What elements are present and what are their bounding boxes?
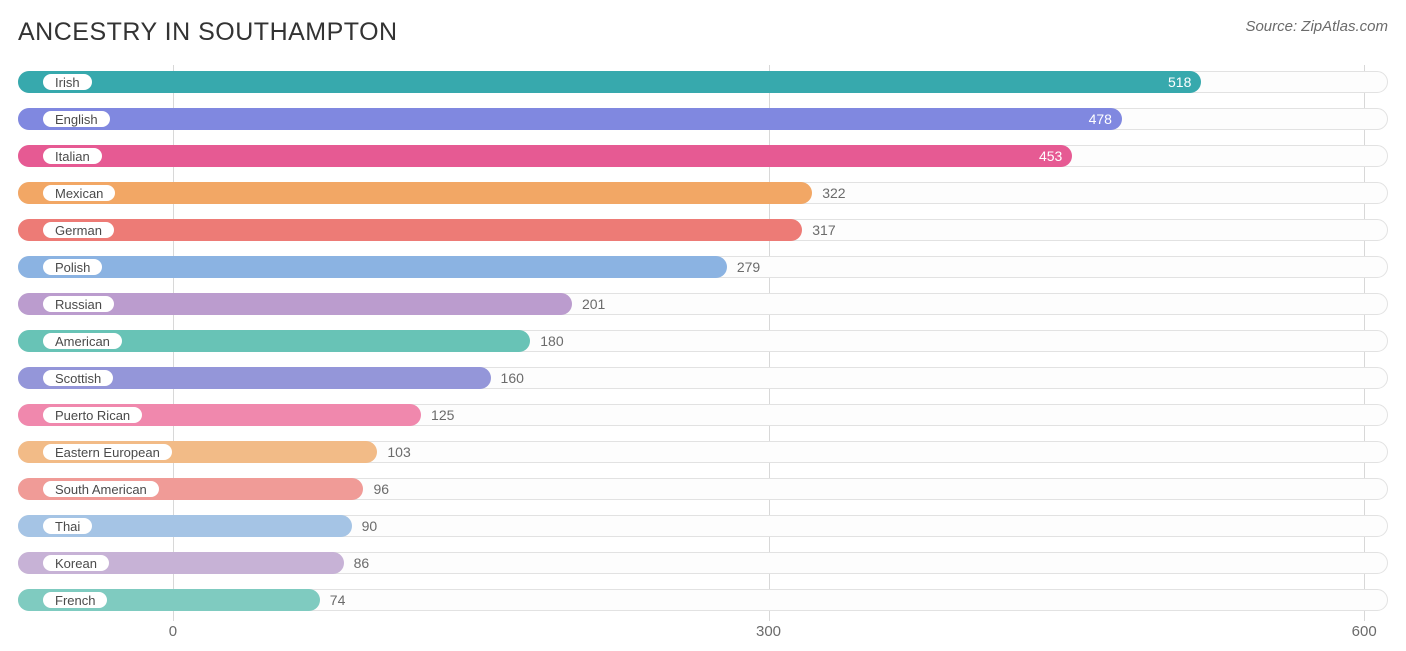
bar-row: Puerto Rican 125: [18, 398, 1388, 432]
bar-row: German 317: [18, 213, 1388, 247]
value-label: 322: [812, 182, 845, 204]
bar: [18, 182, 812, 204]
value-label: 317: [802, 219, 835, 241]
category-label: Polish: [42, 258, 103, 276]
value-label: 478: [18, 108, 1122, 130]
category-label: American: [42, 332, 123, 350]
bar-row: Irish518: [18, 65, 1388, 99]
bar-row: South American 96: [18, 472, 1388, 506]
value-label: 453: [18, 145, 1072, 167]
chart-area: Irish518English478Italian453 Mexican 322 Ge…: [18, 65, 1388, 651]
value-label: 86: [344, 552, 370, 574]
bar-row: American 180: [18, 324, 1388, 358]
bar-row: French 74: [18, 583, 1388, 617]
category-label: Russian: [42, 295, 115, 313]
bar-row: English478: [18, 102, 1388, 136]
value-label: 160: [491, 367, 524, 389]
value-label: 74: [320, 589, 346, 611]
category-label: German: [42, 221, 115, 239]
category-label: South American: [42, 480, 160, 498]
bar-row: Eastern European 103: [18, 435, 1388, 469]
x-axis: 0 300 600: [18, 621, 1388, 651]
value-label: 103: [377, 441, 410, 463]
bar-row: Mexican 322: [18, 176, 1388, 210]
category-label: Thai: [42, 517, 93, 535]
bar-row: Italian453: [18, 139, 1388, 173]
value-label: 518: [18, 71, 1201, 93]
category-label: French: [42, 591, 108, 609]
x-tick-label: 600: [1352, 623, 1377, 640]
chart-rows: Irish518English478Italian453 Mexican 322 Ge…: [18, 65, 1388, 617]
x-tick-label: 300: [756, 623, 781, 640]
value-label: 96: [363, 478, 389, 500]
bar-row: Russian 201: [18, 287, 1388, 321]
value-label: 180: [530, 330, 563, 352]
chart-title: ANCESTRY IN SOUTHAMPTON: [18, 18, 398, 47]
category-label: Eastern European: [42, 443, 173, 461]
bar: [18, 219, 802, 241]
category-label: Mexican: [42, 184, 116, 202]
x-tick-label: 0: [169, 623, 177, 640]
bar-row: Korean 86: [18, 546, 1388, 580]
bar: [18, 256, 727, 278]
chart-source: Source: ZipAtlas.com: [1245, 18, 1388, 35]
value-label: 90: [352, 515, 378, 537]
bar-row: Scottish 160: [18, 361, 1388, 395]
category-label: Korean: [42, 554, 110, 572]
category-label: Scottish: [42, 369, 114, 387]
value-label: 201: [572, 293, 605, 315]
bar-row: Thai 90: [18, 509, 1388, 543]
value-label: 125: [421, 404, 454, 426]
category-label: Puerto Rican: [42, 406, 143, 424]
bar-row: Polish 279: [18, 250, 1388, 284]
chart-header: ANCESTRY IN SOUTHAMPTON Source: ZipAtlas…: [18, 18, 1388, 47]
value-label: 279: [727, 256, 760, 278]
